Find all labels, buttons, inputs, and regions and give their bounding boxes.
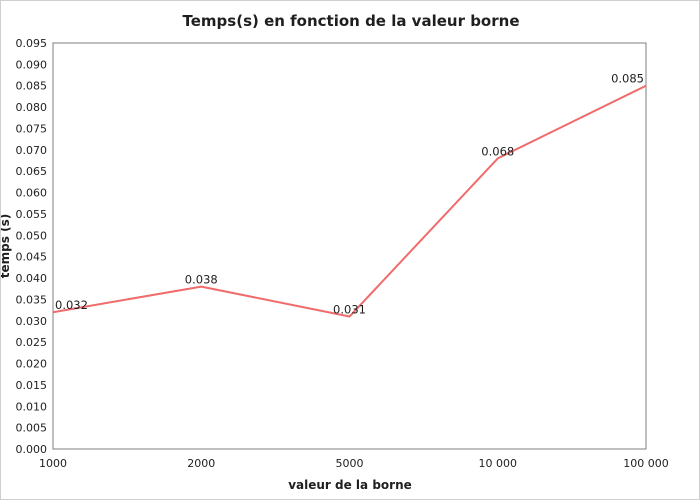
data-point	[645, 85, 647, 87]
data-label: 0.068	[481, 144, 514, 158]
y-tick-label: 0.090	[16, 58, 48, 71]
y-axis-title: temps (s)	[1, 214, 12, 278]
data-label: 0.032	[55, 298, 88, 312]
y-tick-label: 0.035	[16, 293, 48, 306]
y-tick-label: 0.095	[16, 37, 48, 50]
series-line	[52, 84, 647, 318]
y-tick-label: 0.000	[16, 443, 48, 456]
x-tick-label: 10 000	[479, 457, 518, 470]
data-point	[497, 157, 499, 159]
data-labels: 0.032 0.038 0.031 0.068 0.085	[55, 72, 644, 317]
data-label: 0.038	[185, 273, 218, 287]
x-tick-label: 1000	[39, 457, 67, 470]
y-axis-ticks: 0.000 0.005 0.010 0.015 0.020 0.025 0.030 0.035…	[16, 37, 48, 456]
x-tick-label: 100 000	[623, 457, 669, 470]
y-tick-label: 0.015	[16, 379, 48, 392]
x-axis-title: valeur de la borne	[288, 478, 412, 492]
y-tick-label: 0.050	[16, 229, 48, 242]
x-tick-label: 5000	[336, 457, 364, 470]
y-tick-label: 0.080	[16, 101, 48, 114]
y-tick-label: 0.065	[16, 165, 48, 178]
data-label: 0.085	[611, 72, 644, 86]
y-tick-label: 0.085	[16, 80, 48, 93]
y-tick-label: 0.030	[16, 315, 48, 328]
y-tick-label: 0.060	[16, 187, 48, 200]
chart-title: Temps(s) en fonction de la valeur borne	[183, 12, 520, 30]
data-point	[349, 316, 350, 318]
x-tick-label: 2000	[187, 457, 215, 470]
y-tick-label: 0.005	[16, 422, 48, 435]
x-axis-ticks: 1000 2000 5000 10 000 100 000	[39, 457, 669, 470]
y-tick-label: 0.055	[16, 208, 48, 221]
y-tick-label: 0.010	[16, 400, 48, 413]
y-tick-label: 0.075	[16, 122, 48, 135]
series-group	[52, 84, 647, 318]
y-tick-label: 0.070	[16, 144, 48, 157]
plot-area	[52, 42, 647, 450]
y-tick-label: 0.045	[16, 251, 48, 264]
data-label: 0.031	[333, 303, 366, 317]
y-tick-label: 0.020	[16, 358, 48, 371]
data-point	[200, 286, 202, 288]
data-point	[52, 311, 54, 313]
y-tick-label: 0.025	[16, 336, 48, 349]
y-tick-label: 0.040	[16, 272, 48, 285]
